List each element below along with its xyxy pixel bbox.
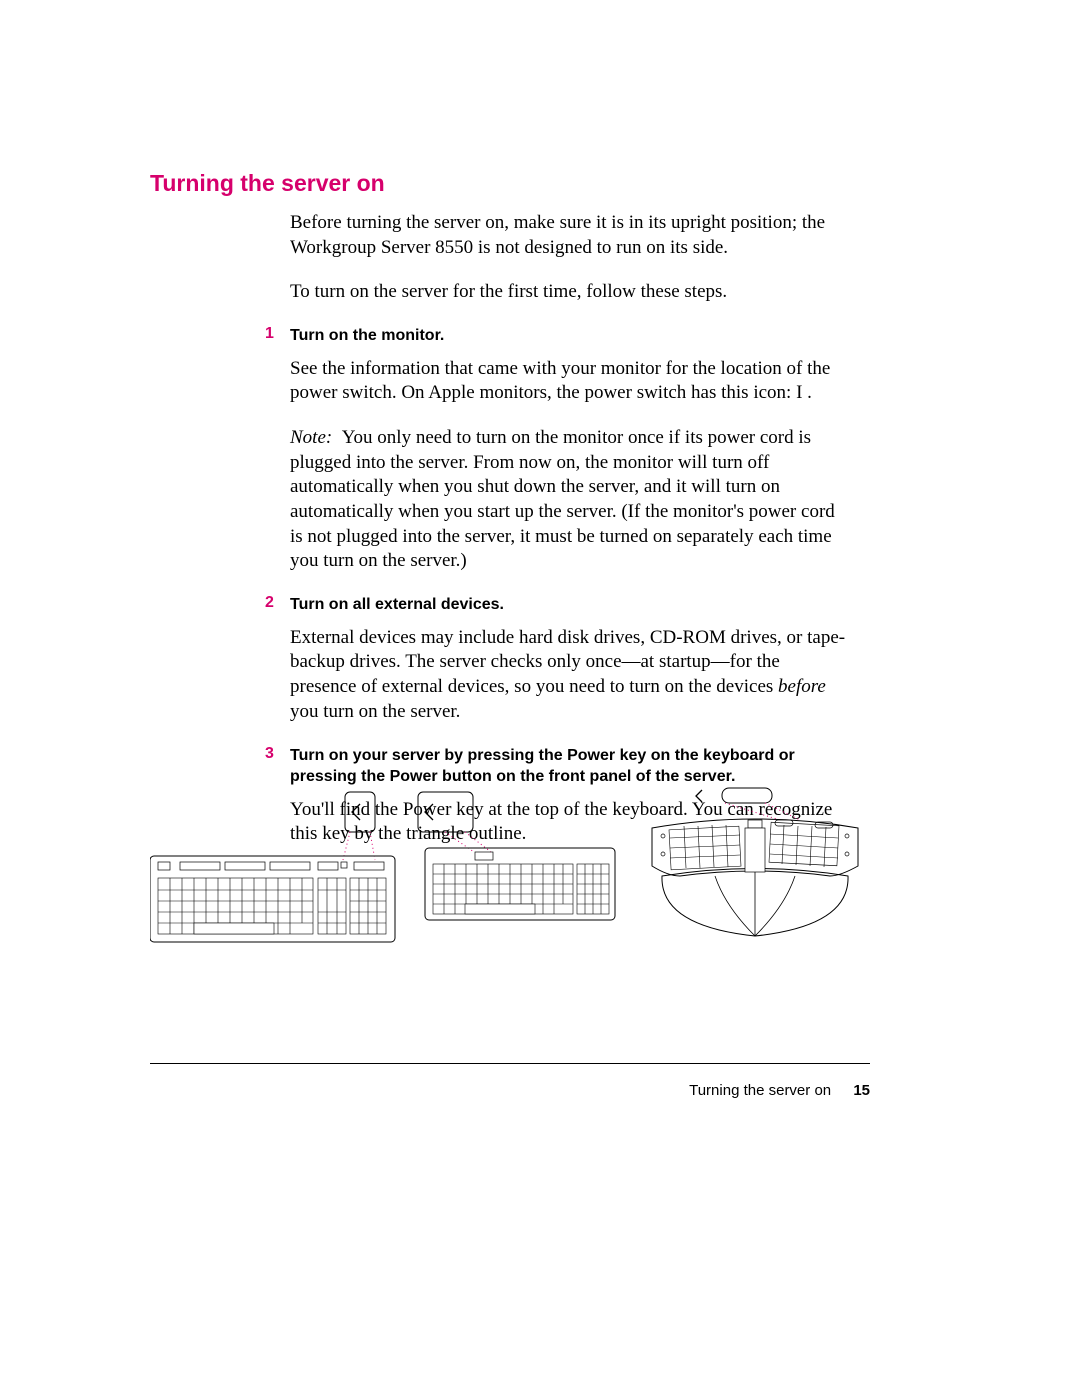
intro-para-2: To turn on the server for the first time… bbox=[290, 280, 850, 305]
intro-para-1: Before turning the server on, make sure … bbox=[290, 211, 850, 260]
step-2-body: External devices may include hard disk d… bbox=[290, 626, 850, 725]
step-title: Turn on all external devices. bbox=[290, 594, 504, 616]
footer-text: Turning the server on bbox=[689, 1082, 831, 1099]
step-1-header: 1 Turn on the monitor. bbox=[265, 325, 855, 347]
step-2-para-1: External devices may include hard disk d… bbox=[290, 626, 850, 725]
step-1-body: See the information that came with your … bbox=[290, 357, 850, 575]
keyboard-compact-figure bbox=[415, 790, 625, 946]
keyboard-ergonomic-figure bbox=[640, 776, 870, 946]
footer: Turning the server on 15 bbox=[689, 1082, 870, 1099]
step-1-note: Note: You only need to turn on the monit… bbox=[290, 426, 850, 574]
keyboard-figures bbox=[150, 776, 870, 946]
step-title: Turn on the monitor. bbox=[290, 325, 444, 347]
intro-block: Before turning the server on, make sure … bbox=[290, 211, 850, 305]
keyboard-extended-figure bbox=[150, 790, 400, 946]
step-1-para-1: See the information that came with your … bbox=[290, 357, 850, 406]
section-heading: Turning the server on bbox=[150, 170, 880, 197]
step-number: 2 bbox=[265, 594, 290, 612]
step-2-header: 2 Turn on all external devices. bbox=[265, 594, 855, 616]
document-page: Turning the server on Before turning the… bbox=[0, 0, 1080, 1397]
footer-rule bbox=[150, 1063, 870, 1064]
footer-page-number: 15 bbox=[853, 1082, 870, 1099]
step-number: 1 bbox=[265, 325, 290, 343]
step-number: 3 bbox=[265, 745, 290, 763]
